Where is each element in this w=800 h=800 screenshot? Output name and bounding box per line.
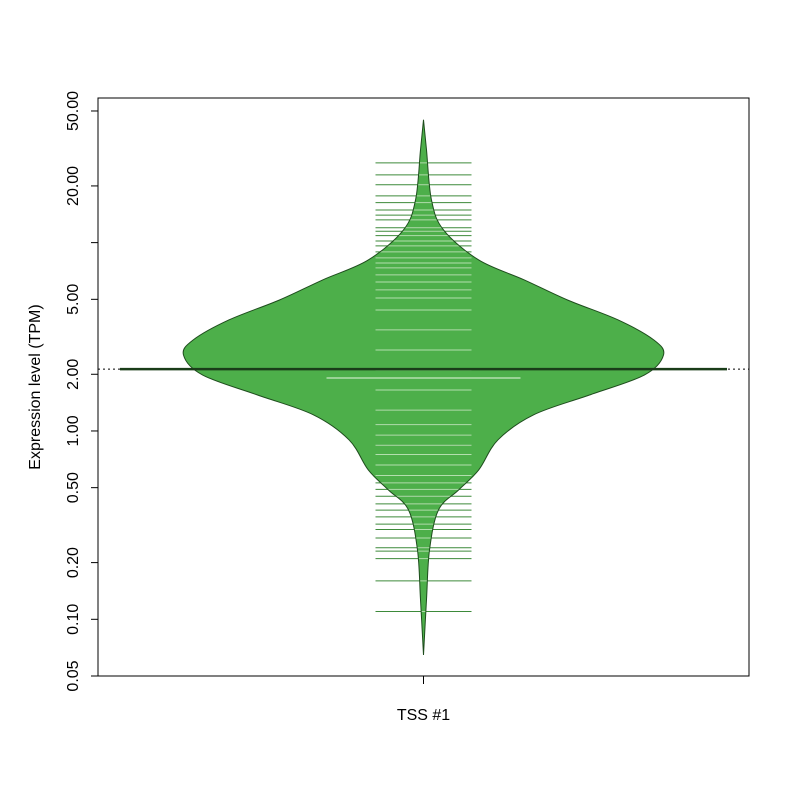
bean-outline <box>182 119 424 655</box>
y-tick-label: 20.00 <box>65 166 82 206</box>
y-tick-label: 50.00 <box>65 91 82 131</box>
plot-frame <box>97 97 750 677</box>
x-tick-label: TSS #1 <box>397 707 450 724</box>
y-tick-label: 0.05 <box>65 660 82 691</box>
y-tick-label: 0.10 <box>65 604 82 635</box>
y-axis-label: Expression level (TPM) <box>27 304 44 469</box>
bean-fill <box>183 119 424 655</box>
y-tick-label: 1.00 <box>65 415 82 446</box>
y-tick-label: 5.00 <box>65 284 82 315</box>
y-tick-label: 2.00 <box>65 359 82 390</box>
bean-outline <box>423 119 665 655</box>
y-tick-label: 0.20 <box>65 547 82 578</box>
bean-fill <box>423 119 664 655</box>
y-tick-label: 0.50 <box>65 472 82 503</box>
